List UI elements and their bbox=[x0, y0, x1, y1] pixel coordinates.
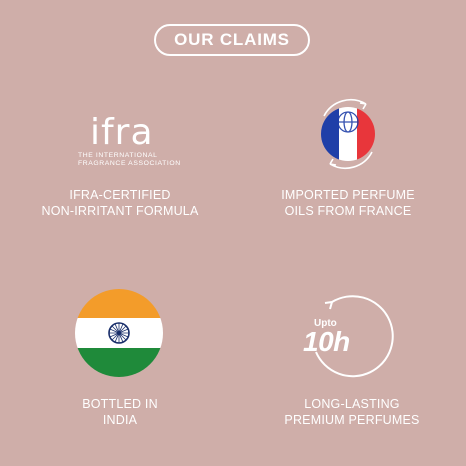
claim-india-text: BOTTLED IN INDIA bbox=[20, 396, 220, 428]
france-flag-globe-icon bbox=[321, 99, 375, 169]
ifra-logo-line2: FRAGRANCE ASSOCIATION bbox=[78, 160, 181, 167]
claim-ifra-line2: NON-IRRITANT FORMULA bbox=[41, 204, 199, 218]
ifra-logo-subtitle: THE INTERNATIONAL FRAGRANCE ASSOCIATION bbox=[78, 152, 188, 168]
claim-longlasting-text: LONG-LASTING PREMIUM PERFUMES bbox=[252, 396, 452, 428]
claim-ifra-line1: IFRA-CERTIFIED bbox=[69, 188, 171, 202]
ifra-logo-word: ifra bbox=[90, 112, 154, 153]
claim-france-text: IMPORTED PERFUME OILS FROM FRANCE bbox=[248, 187, 448, 219]
duration-value: 10h bbox=[303, 326, 350, 357]
claim-france-line1: IMPORTED PERFUME bbox=[281, 188, 415, 202]
circular-arrow-icon bbox=[315, 295, 394, 378]
section-title-pill: OUR CLAIMS bbox=[154, 24, 310, 56]
claim-india-line2: INDIA bbox=[102, 413, 138, 427]
india-flag-icon bbox=[75, 289, 163, 377]
ifra-logo-line1: THE INTERNATIONAL bbox=[78, 152, 158, 159]
claim-longlasting-line1: LONG-LASTING bbox=[304, 397, 400, 411]
section-title: OUR CLAIMS bbox=[174, 30, 290, 49]
claim-france-line2: OILS FROM FRANCE bbox=[284, 204, 412, 218]
claim-longlasting-line2: PREMIUM PERFUMES bbox=[284, 413, 420, 427]
upto-label: Upto bbox=[314, 318, 337, 329]
claim-ifra-text: IFRA-CERTIFIED NON-IRRITANT FORMULA bbox=[20, 187, 220, 219]
claim-india-line1: BOTTLED IN bbox=[82, 397, 158, 411]
